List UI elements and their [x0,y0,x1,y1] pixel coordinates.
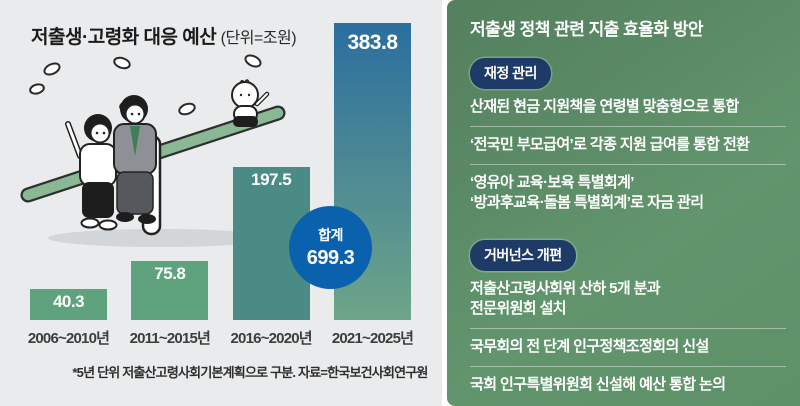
budget-chart-panel: 저출생·고령화 대응 예산 (단위=조원) [0,0,442,406]
bar-value: 197.5 [251,170,292,189]
policy-item-line: 국회 인구특별위원회 신설해 예산 통합 논의 [470,376,726,393]
policy-item: 국무회의 전 단계 인구정책조정회의 신설 [470,329,786,367]
chart-unit-label: (단위=조원) [220,30,297,47]
policy-item: ‘영유아 교육·보육 특별회계’ ‘방과후교육·돌봄 특별회계’로 자금 관리 [470,165,786,222]
policy-item-line: 국무회의 전 단계 인구정책조정회의 신설 [470,338,709,355]
bar-value: 383.8 [347,31,398,54]
source-footnote: *5년 단위 저출산고령사회기본계획으로 구분. 자료=한국보건사회연구원 [72,365,428,380]
section-badge: 거버넌스 개편 [470,240,576,271]
section-badge: 재정 관리 [470,58,551,89]
bar-2011~2015년: 75.8 [131,261,209,320]
policy-item: 국회 인구특별위원회 신설해 예산 통합 논의 [470,367,786,404]
policy-item-line: ‘방과후교육·돌봄 특별회계’로 자금 관리 [470,194,704,211]
total-badge-value: 699.3 [306,247,355,269]
baby-figure [231,79,270,127]
bar-category-label: 2021~2025년 [331,330,414,347]
policy-item-line: ‘영유아 교육·보육 특별회계’ [470,174,634,191]
policy-item-line: 전문위원회 설치 [470,300,567,317]
bar-chart-categories: 2006~2010년 2011~2015년 2016~2020년 2021~2025년 [28,327,414,348]
policy-item-line: 산재된 현금 지원책을 연령별 맞춤형으로 통합 [470,98,739,115]
policy-item-line: ‘전국민 부모급여’로 각종 지원 급여를 통합 전환 [470,136,750,153]
bar-category-label: 2006~2010년 [27,330,110,347]
total-badge: 합계 699.3 [289,206,372,289]
ground-shadow [48,229,272,247]
policy-item: 산재된 현금 지원책을 연령별 맞춤형으로 통합 [470,89,786,127]
total-badge-label: 합계 [318,227,343,243]
policy-item: ‘전국민 부모급여’로 각종 지원 급여를 통합 전환 [470,127,786,165]
bar-category-label: 2016~2020년 [230,330,313,347]
bar-2006~2010년: 40.3 [30,289,107,320]
seesaw-illustration [20,54,286,247]
bar-value: 40.3 [52,292,85,311]
section-items: 산재된 현금 지원책을 연령별 맞춤형으로 통합 ‘전국민 부모급여’로 각종 지… [470,89,786,222]
bar-slot: 40.3 [30,289,107,320]
policy-panel: 저출생 정책 관련 지출 효율화 방안 재정 관리 산재된 현금 지원책을 연령별… [447,0,800,406]
bar-value: 75.8 [154,264,186,283]
chart-title: 저출생·고령화 대응 예산 (단위=조원) [31,22,297,49]
man-figure [113,95,157,224]
policy-panel-title: 저출생 정책 관련 지출 효율화 방안 [470,20,704,39]
chart-title-text: 저출생·고령화 대응 예산 [31,27,217,48]
bar-category-label: 2011~2015년 [129,330,211,347]
woman-figure [65,114,118,231]
policy-item-line: 저출산고령사회위 산하 5개 분과 [470,280,661,297]
bar-slot: 75.8 [131,261,209,320]
